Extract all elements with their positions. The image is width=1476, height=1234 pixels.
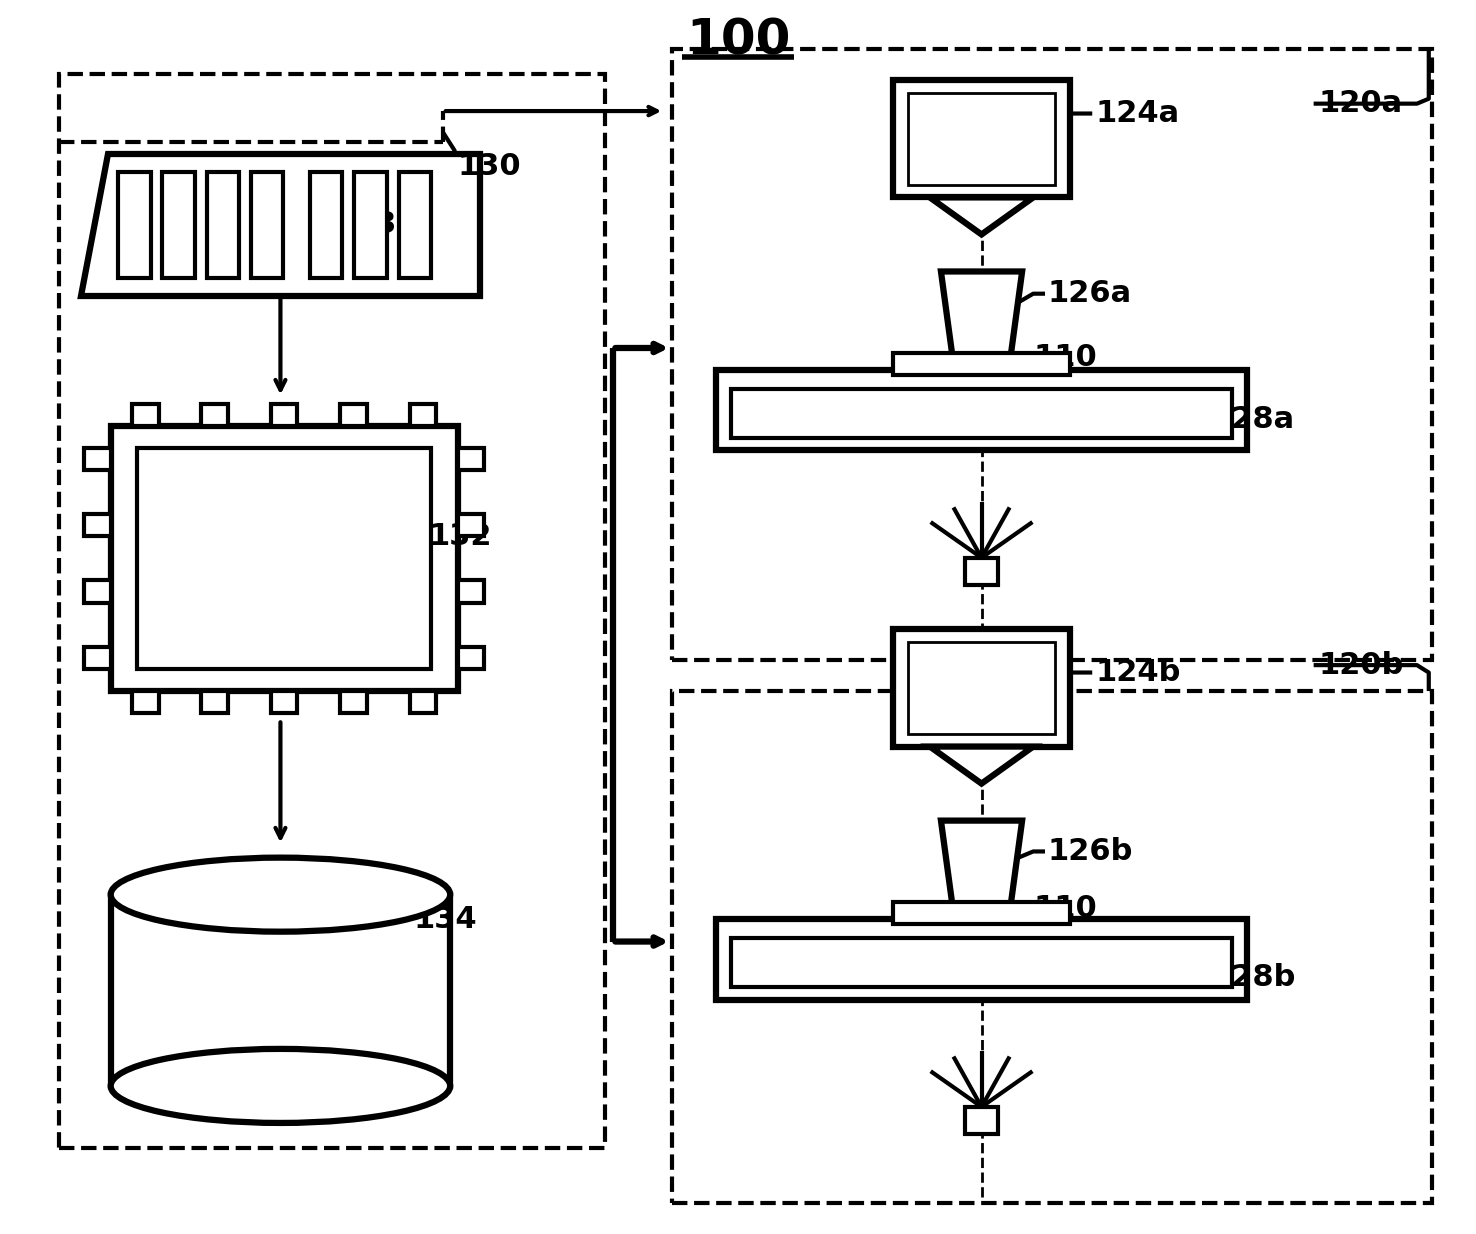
Ellipse shape [111, 1049, 450, 1123]
Bar [207, 172, 239, 279]
Bar [458, 580, 484, 602]
Bar [908, 93, 1055, 185]
Bar [908, 642, 1055, 734]
Ellipse shape [111, 858, 450, 932]
Text: 126b: 126b [1048, 837, 1134, 866]
Bar [409, 691, 437, 713]
Text: 130: 130 [458, 152, 521, 181]
Text: 120a: 120a [1318, 89, 1402, 118]
Bar [111, 426, 458, 691]
Bar [893, 629, 1070, 747]
Text: 132: 132 [428, 522, 492, 552]
Bar [111, 895, 450, 1086]
Bar [965, 1107, 998, 1134]
Bar [84, 515, 111, 537]
Bar [672, 691, 1432, 1203]
Bar [731, 389, 1232, 438]
Text: 128b: 128b [1210, 963, 1296, 992]
Bar [84, 647, 111, 669]
Polygon shape [942, 821, 1021, 913]
Bar [201, 691, 227, 713]
Bar [162, 172, 195, 279]
Text: 128a: 128a [1210, 405, 1294, 434]
Text: 136: 136 [354, 210, 418, 239]
Bar [458, 515, 484, 537]
Polygon shape [930, 747, 1033, 784]
Bar [251, 172, 283, 279]
Text: 120b: 120b [1318, 650, 1404, 680]
Text: 124a: 124a [1095, 99, 1179, 128]
Polygon shape [942, 271, 1021, 364]
Bar [310, 172, 342, 279]
Bar [201, 404, 227, 426]
Bar [409, 404, 437, 426]
Bar [339, 404, 366, 426]
Bar [339, 691, 366, 713]
Bar [133, 691, 159, 713]
Bar [354, 172, 387, 279]
Bar [893, 353, 1070, 375]
Text: 110: 110 [1033, 893, 1097, 923]
Bar [399, 172, 431, 279]
Polygon shape [930, 197, 1033, 234]
Bar [893, 80, 1070, 197]
Bar [893, 902, 1070, 924]
Bar [672, 49, 1432, 660]
Bar [118, 172, 151, 279]
Bar [270, 404, 297, 426]
Bar [731, 938, 1232, 987]
Bar [458, 448, 484, 470]
Polygon shape [81, 154, 480, 296]
Bar [84, 448, 111, 470]
Bar [84, 580, 111, 602]
Text: 124b: 124b [1095, 658, 1181, 687]
Bar [270, 691, 297, 713]
Bar [458, 647, 484, 669]
Bar [716, 919, 1247, 1000]
Bar [59, 74, 605, 1148]
Text: 100: 100 [686, 17, 790, 64]
Bar [965, 558, 998, 585]
Bar [137, 448, 431, 669]
Text: 126a: 126a [1048, 279, 1132, 308]
Text: 110: 110 [1033, 343, 1097, 373]
Bar [133, 404, 159, 426]
Bar [716, 370, 1247, 450]
Text: 134: 134 [413, 905, 477, 934]
